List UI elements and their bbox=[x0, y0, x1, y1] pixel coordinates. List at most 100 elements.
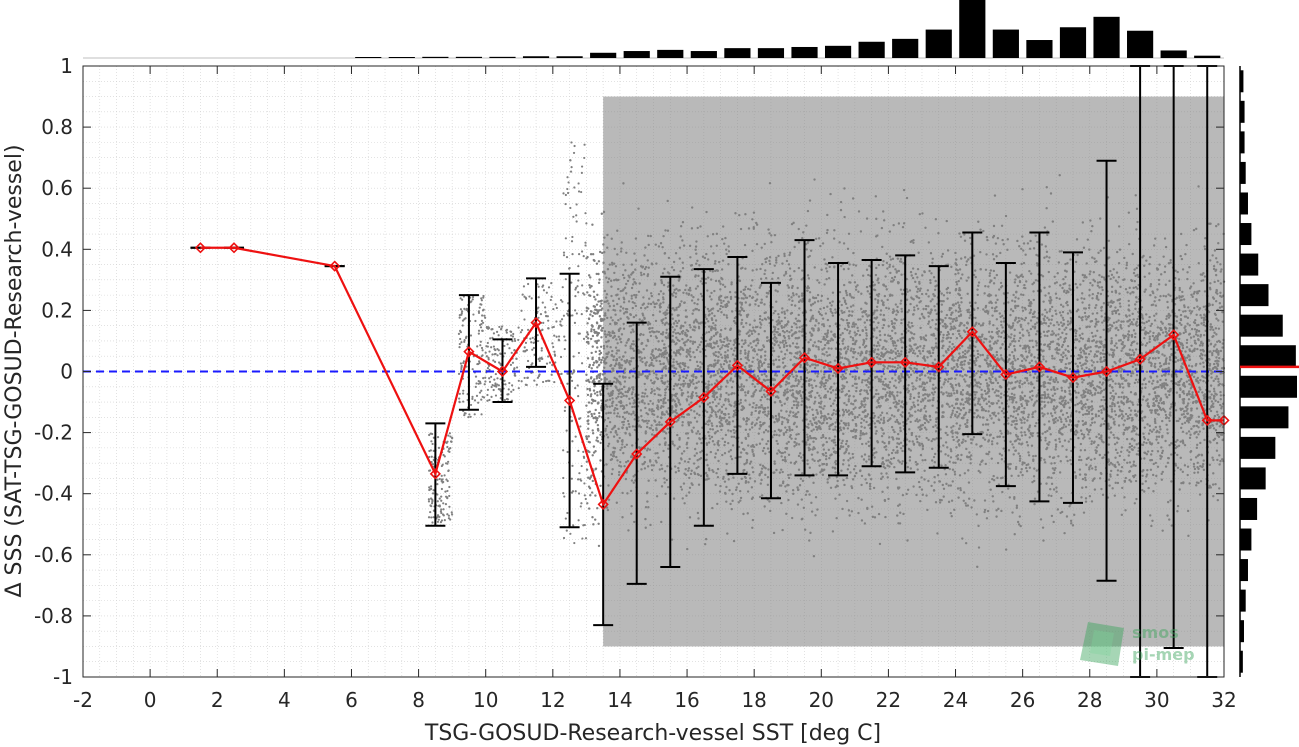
scatter-point bbox=[863, 426, 866, 429]
scatter-point bbox=[1185, 345, 1189, 349]
scatter-point bbox=[892, 438, 895, 441]
scatter-point bbox=[677, 314, 680, 317]
scatter-point bbox=[1050, 476, 1053, 480]
scatter-point bbox=[1091, 467, 1094, 470]
scatter-point bbox=[1078, 411, 1081, 414]
scatter-point bbox=[681, 424, 684, 427]
scatter-point bbox=[1069, 311, 1073, 314]
scatter-point bbox=[726, 353, 729, 357]
scatter-point bbox=[1078, 327, 1082, 330]
scatter-point bbox=[899, 288, 903, 291]
scatter-point bbox=[819, 307, 822, 311]
scatter-point bbox=[1203, 313, 1206, 317]
scatter-point bbox=[886, 486, 889, 489]
scatter-point bbox=[795, 326, 799, 329]
scatter-point bbox=[734, 295, 737, 299]
scatter-point bbox=[1132, 271, 1136, 275]
scatter-point bbox=[1103, 453, 1107, 457]
scatter-point bbox=[626, 459, 630, 463]
scatter-point bbox=[817, 358, 821, 361]
scatter-point bbox=[828, 265, 831, 269]
scatter-point bbox=[985, 253, 988, 256]
scatter-point bbox=[960, 366, 963, 369]
scatter-point bbox=[643, 392, 647, 395]
scatter-point bbox=[766, 397, 769, 401]
scatter-point bbox=[642, 347, 645, 351]
scatter-point bbox=[1079, 336, 1083, 340]
scatter-point bbox=[993, 391, 997, 394]
scatter-point bbox=[751, 326, 755, 329]
scatter-point bbox=[1076, 402, 1079, 406]
scatter-point bbox=[703, 256, 707, 260]
scatter-point bbox=[732, 539, 736, 543]
scatter-point bbox=[1152, 462, 1155, 466]
scatter-point bbox=[1196, 347, 1199, 351]
scatter-point bbox=[681, 267, 685, 270]
scatter-point bbox=[1170, 403, 1173, 406]
scatter-point bbox=[753, 373, 756, 377]
scatter-point bbox=[1081, 318, 1084, 322]
scatter-point bbox=[654, 335, 658, 338]
scatter-point bbox=[1126, 338, 1130, 342]
scatter-point bbox=[711, 270, 714, 273]
scatter-point bbox=[897, 222, 901, 225]
scatter-point bbox=[969, 236, 972, 240]
scatter-point bbox=[828, 416, 831, 420]
scatter-point bbox=[768, 256, 772, 259]
scatter-point bbox=[1079, 449, 1083, 452]
scatter-point bbox=[1149, 468, 1153, 471]
scatter-point bbox=[893, 405, 897, 408]
scatter-point bbox=[1002, 407, 1005, 410]
scatter-point bbox=[1010, 333, 1013, 336]
scatter-point bbox=[1043, 413, 1046, 416]
scatter-point bbox=[1179, 341, 1183, 345]
scatter-point bbox=[807, 410, 810, 413]
scatter-point bbox=[646, 305, 649, 309]
scatter-point bbox=[948, 467, 951, 471]
scatter-point bbox=[1190, 344, 1193, 347]
scatter-point bbox=[778, 358, 781, 362]
scatter-point bbox=[1070, 522, 1073, 525]
scatter-point bbox=[1214, 399, 1217, 402]
scatter-point bbox=[1021, 306, 1024, 309]
top-histogram-bar bbox=[455, 56, 483, 58]
scatter-point bbox=[816, 375, 819, 378]
scatter-point bbox=[1022, 293, 1025, 297]
scatter-point bbox=[950, 499, 954, 502]
scatter-point bbox=[727, 393, 730, 396]
scatter-point bbox=[1101, 352, 1105, 355]
scatter-point bbox=[609, 346, 612, 349]
scatter-point bbox=[839, 333, 842, 337]
scatter-point bbox=[914, 460, 918, 464]
scatter-point bbox=[828, 476, 831, 479]
scatter-point bbox=[632, 340, 635, 343]
scatter-point bbox=[992, 323, 995, 327]
scatter-point bbox=[1061, 343, 1065, 347]
scatter-point bbox=[863, 389, 866, 392]
scatter-point bbox=[885, 261, 889, 265]
scatter-point bbox=[799, 363, 802, 367]
scatter-point bbox=[585, 379, 588, 382]
scatter-point bbox=[646, 500, 649, 503]
scatter-point bbox=[1006, 238, 1009, 241]
scatter-point bbox=[895, 477, 898, 481]
scatter-point bbox=[1100, 315, 1103, 318]
scatter-point bbox=[958, 424, 962, 427]
scatter-point bbox=[742, 342, 745, 346]
scatter-point bbox=[720, 346, 723, 349]
scatter-point bbox=[716, 475, 720, 479]
scatter-point bbox=[872, 288, 876, 291]
scatter-point bbox=[968, 301, 972, 304]
scatter-point bbox=[863, 372, 866, 376]
scatter-point bbox=[1202, 365, 1205, 368]
scatter-point bbox=[599, 433, 602, 437]
scatter-point bbox=[1006, 291, 1009, 295]
scatter-point bbox=[998, 452, 1002, 456]
scatter-point bbox=[597, 281, 601, 285]
scatter-point bbox=[713, 289, 716, 293]
scatter-point bbox=[787, 335, 790, 338]
scatter-point bbox=[900, 273, 903, 276]
scatter-point bbox=[859, 318, 862, 321]
scatter-point bbox=[1212, 345, 1216, 348]
scatter-point bbox=[1088, 392, 1092, 395]
